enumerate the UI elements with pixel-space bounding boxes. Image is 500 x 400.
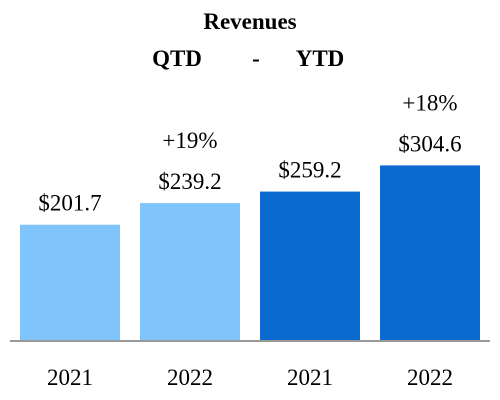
bar-qtd-2022 bbox=[140, 203, 240, 341]
bars: $201.7 2021 $239.2 +19% 2022 $259.2 2021 $304.6… bbox=[20, 90, 480, 390]
value-label: $259.2 bbox=[278, 158, 341, 183]
subtitle-separator: - bbox=[252, 46, 260, 71]
value-label: $239.2 bbox=[158, 169, 221, 194]
growth-label: +18% bbox=[402, 90, 457, 115]
category-label: 2021 bbox=[47, 365, 93, 390]
chart-title: Revenues bbox=[203, 9, 296, 34]
bar-ytd-2022 bbox=[380, 165, 480, 341]
value-label: $201.7 bbox=[38, 191, 101, 216]
category-label: 2022 bbox=[167, 365, 213, 390]
category-label: 2022 bbox=[407, 365, 453, 390]
subtitle-ytd: YTD bbox=[296, 46, 345, 71]
subtitle-qtd: QTD bbox=[152, 46, 202, 71]
bar-qtd-2021 bbox=[20, 224, 120, 341]
value-label: $304.6 bbox=[398, 131, 461, 156]
category-label: 2021 bbox=[287, 365, 333, 390]
growth-label: +19% bbox=[162, 128, 217, 153]
bar-ytd-2021 bbox=[260, 191, 360, 341]
